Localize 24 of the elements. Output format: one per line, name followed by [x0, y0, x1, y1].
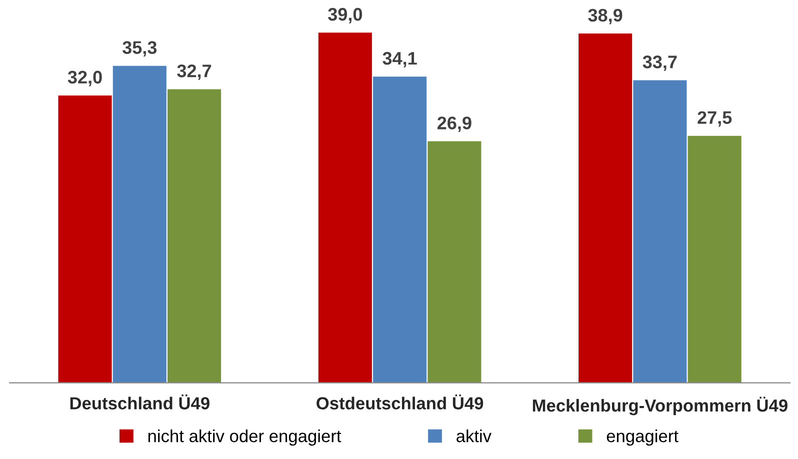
- bar: [428, 141, 482, 383]
- x-tick-label: Deutschland Ü49: [70, 394, 210, 410]
- legend-label: aktiv: [456, 429, 492, 442]
- legend-label: nicht aktiv oder engagiert: [148, 429, 342, 446]
- data-label: 39,0: [328, 8, 362, 24]
- bar: [58, 95, 112, 383]
- data-label: 34,1: [382, 52, 417, 68]
- bar: [688, 136, 742, 383]
- bar: [578, 34, 632, 383]
- data-label: 27,5: [698, 111, 732, 127]
- data-label: 38,9: [588, 8, 622, 24]
- bar: [168, 89, 222, 383]
- bar: [373, 76, 427, 383]
- data-label: 26,9: [437, 116, 472, 132]
- x-tick-label: Mecklenburg-Vorpommern Ü49: [532, 396, 788, 416]
- legend-label: engagiert: [606, 429, 678, 446]
- data-label: 33,7: [642, 56, 677, 71]
- data-label: 32,0: [68, 70, 102, 86]
- data-label: 35,3: [122, 41, 157, 57]
- data-label: 32,7: [177, 64, 212, 80]
- bar: [318, 32, 372, 383]
- bar: [633, 80, 687, 383]
- x-tick-label: Ostdeutschland Ü49: [316, 394, 484, 410]
- bar: [112, 66, 166, 383]
